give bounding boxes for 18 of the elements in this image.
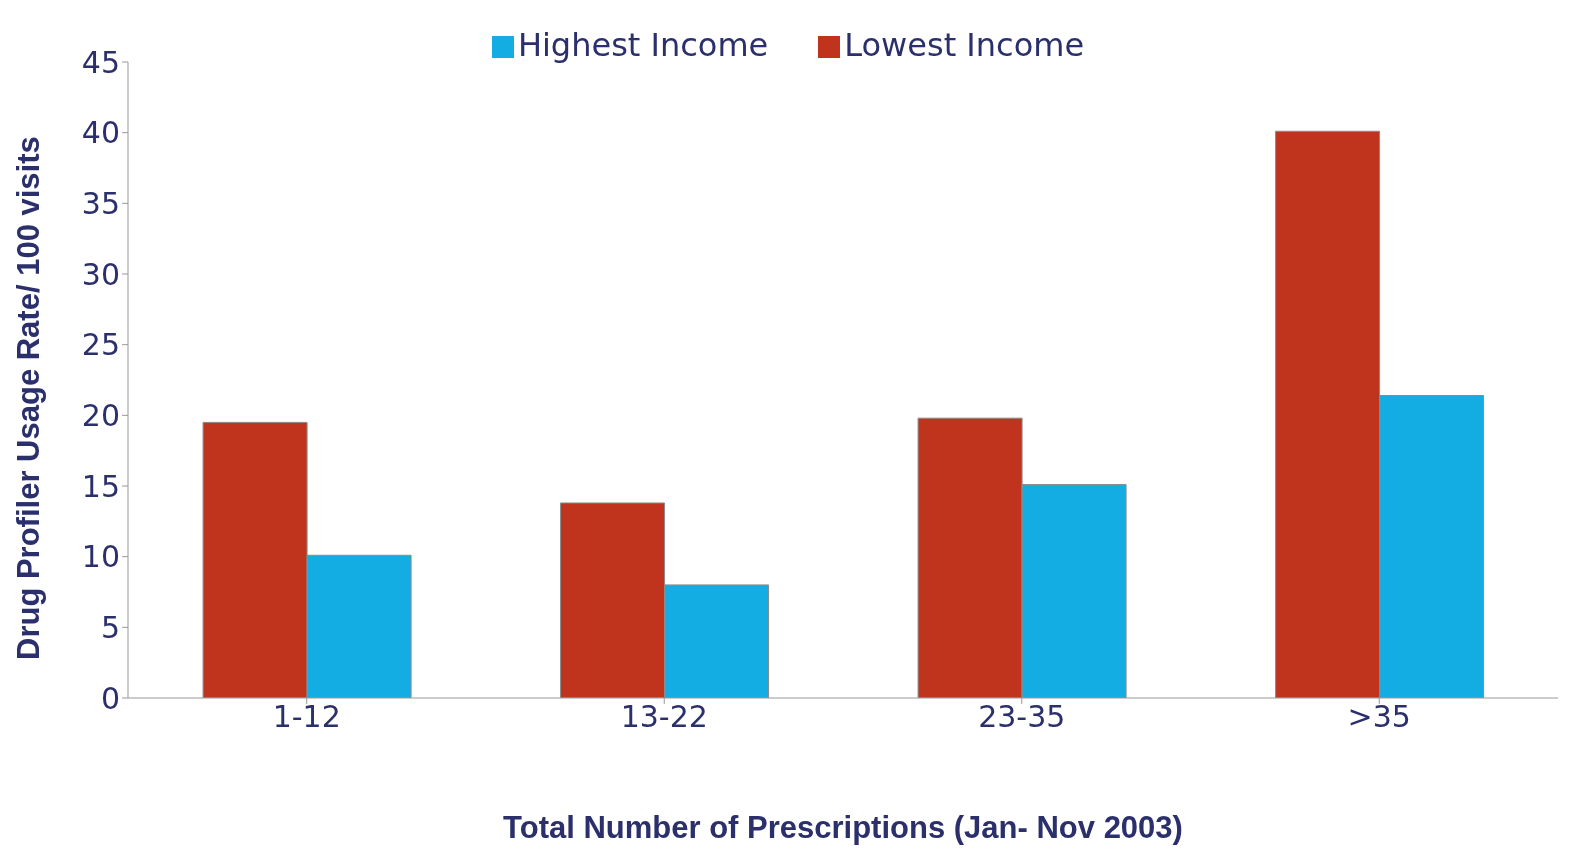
y-tick-label: 40 [81,115,120,151]
y-tick-label: 0 [100,680,120,716]
y-tick-label: 25 [81,327,120,363]
y-tick-label: 30 [81,256,120,292]
x-axis-title: Total Number of Prescriptions (Jan- Nov 2003) [503,810,1183,845]
y-tick-label: 35 [81,185,120,221]
y-axis-title: Drug Profiler Usage Rate/ 100 visits [11,136,47,660]
legend-label: Highest Income [517,26,769,64]
y-tick-label: 15 [81,468,120,504]
x-tick-label: >35 [1347,699,1411,735]
y-tick-label: 5 [100,609,120,645]
y-tick-label: 10 [81,539,120,575]
x-tick-label: 1-12 [272,699,341,735]
y-tick-label: 45 [81,44,120,80]
y-tick-label: 20 [81,397,120,433]
x-tick-label: 23-35 [978,699,1066,735]
x-tick-label: 13-22 [620,699,708,735]
legend-label: Lowest Income [844,26,1085,64]
